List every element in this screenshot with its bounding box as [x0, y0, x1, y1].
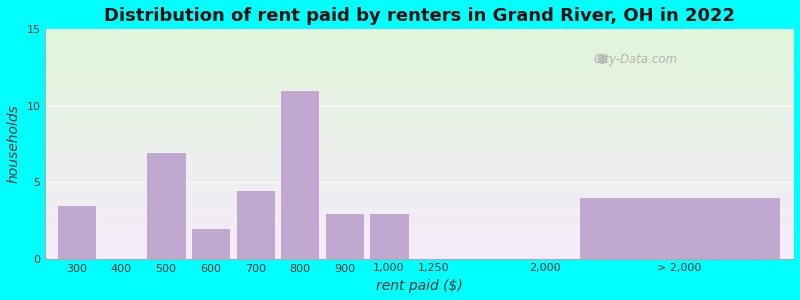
Bar	[280, 90, 319, 259]
Bar	[325, 213, 364, 259]
Y-axis label: households: households	[7, 104, 21, 183]
Bar	[191, 228, 230, 259]
Bar	[578, 197, 780, 259]
Bar	[235, 190, 275, 259]
Bar	[146, 152, 186, 259]
Bar	[370, 213, 409, 259]
X-axis label: rent paid ($): rent paid ($)	[376, 279, 462, 293]
Text: City-Data.com: City-Data.com	[594, 52, 678, 66]
Title: Distribution of rent paid by renters in Grand River, OH in 2022: Distribution of rent paid by renters in …	[104, 7, 734, 25]
Bar	[57, 205, 96, 259]
Text: ⬤: ⬤	[597, 54, 608, 64]
